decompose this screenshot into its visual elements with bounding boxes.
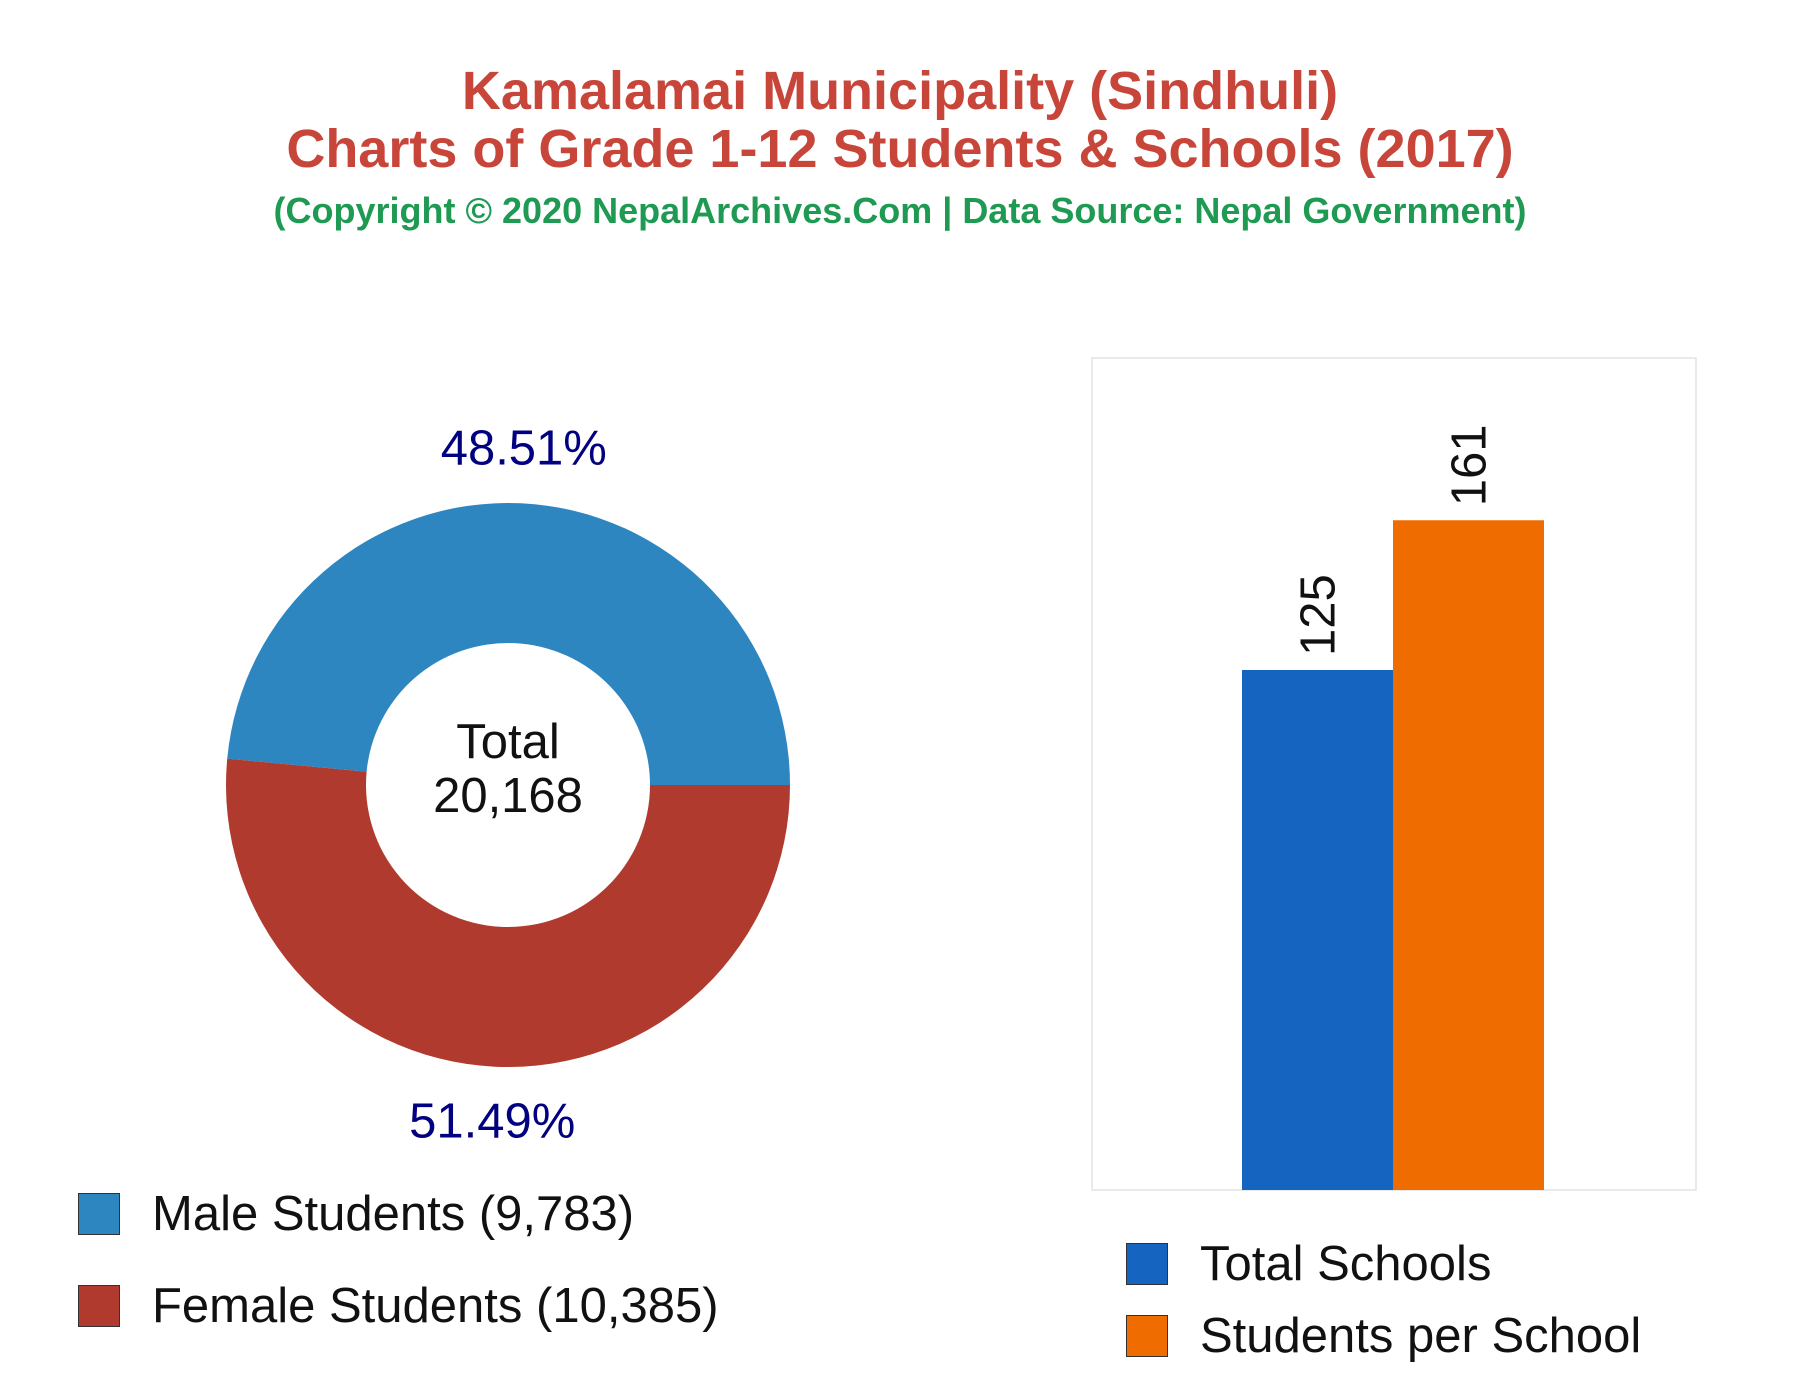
pie-slice-female <box>225 758 791 1068</box>
chart-title-line2: Charts of Grade 1-12 Students & Schools … <box>286 119 1514 179</box>
donut-center-value: 20,168 <box>433 769 583 823</box>
legend-label-students-per-school: Students per School <box>1200 1309 1642 1363</box>
bar-label-total-schools: 125 <box>1292 574 1346 656</box>
legend-swatch-total-schools <box>1126 1243 1168 1285</box>
legend-swatch-female <box>78 1285 120 1327</box>
legend-item-female: Female Students (10,385) <box>78 1278 719 1334</box>
legend-item-total-schools: Total Schools <box>1126 1236 1491 1292</box>
legend-swatch-male <box>78 1193 120 1235</box>
legend-item-students-per-school: Students per School <box>1126 1308 1641 1364</box>
chart-title-line1: Kamalamai Municipality (Sindhuli) <box>461 61 1339 121</box>
bar-students-per-school <box>1393 520 1544 1190</box>
legend-swatch-students-per-school <box>1126 1315 1168 1357</box>
pie-label-male: 48.51% <box>441 421 607 475</box>
chart-subtitle: (Copyright © 2020 NepalArchives.Com | Da… <box>273 190 1527 231</box>
legend-label-male: Male Students (9,783) <box>152 1187 635 1241</box>
donut-center-label: Total <box>456 715 560 769</box>
legend-label-total-schools: Total Schools <box>1200 1237 1492 1291</box>
pie-label-female: 51.49% <box>409 1095 575 1149</box>
bar-label-students-per-school: 161 <box>1443 424 1497 506</box>
legend-item-male: Male Students (9,783) <box>78 1186 634 1242</box>
legend-label-female: Female Students (10,385) <box>152 1279 719 1333</box>
pie-slice-male <box>227 503 790 785</box>
bar-total-schools <box>1242 670 1393 1190</box>
